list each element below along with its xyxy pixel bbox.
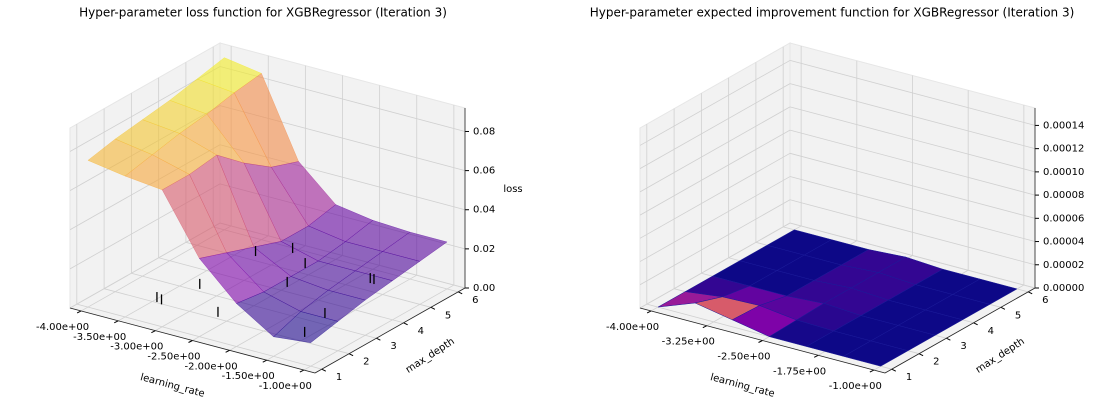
z-tick-label: 0.02 — [473, 244, 495, 255]
grid-line — [76, 303, 322, 370]
tick-mark — [299, 369, 305, 373]
x-tick-label: -2.00e+00 — [184, 361, 237, 372]
axis-line — [884, 287, 1036, 374]
tick-mark — [348, 353, 354, 357]
z-tick-label: 0.00002 — [1043, 260, 1084, 271]
tick-mark — [76, 310, 82, 314]
y-tick-label: 4 — [988, 326, 994, 337]
tick-mark — [457, 291, 463, 295]
tick-mark — [758, 340, 763, 343]
tick-mark — [114, 320, 119, 324]
y-tick-label: 1 — [336, 372, 342, 383]
y-tick-label: 2 — [933, 357, 939, 368]
surface-patch — [842, 340, 909, 367]
axis-line — [314, 287, 466, 374]
y-tick-label: 5 — [1015, 310, 1021, 321]
grid-line — [789, 152, 1036, 219]
grid-line — [639, 152, 791, 239]
tick-mark — [188, 340, 193, 343]
axis-line — [69, 307, 316, 374]
tick-mark — [321, 368, 327, 372]
grid-line — [639, 222, 791, 309]
z-tick-label: 0.00014 — [1043, 120, 1084, 131]
grid-line — [789, 60, 1036, 126]
x-tick-label: -1.00e+00 — [259, 381, 312, 392]
x-tick-label: -4.00e+00 — [36, 322, 89, 333]
y-tick-label: 6 — [1042, 295, 1048, 306]
grid-line — [103, 288, 350, 355]
grid-line — [639, 106, 791, 193]
tick-mark — [1027, 291, 1033, 295]
tick-mark — [946, 337, 951, 341]
z-tick-label: 0.00008 — [1043, 190, 1084, 201]
x-tick-label: -2.50e+00 — [717, 352, 770, 363]
chart-title: Hyper-parameter expected improvement fun… — [590, 6, 1075, 20]
y-tick-label: 5 — [445, 310, 451, 321]
x-tick-label: -1.75e+00 — [773, 366, 826, 377]
y-tick-label: 1 — [906, 372, 912, 383]
grid-line — [789, 129, 1036, 196]
tick-mark — [973, 322, 978, 326]
z-tick-label: 0.04 — [473, 205, 495, 216]
tick-mark — [891, 368, 897, 372]
grid-line — [789, 176, 1036, 242]
x-tick-label: -1.00e+00 — [829, 381, 882, 392]
z-tick-label: 0.00012 — [1043, 144, 1084, 155]
z-axis-label: loss — [503, 184, 522, 195]
z-tick-label: 0.00004 — [1043, 237, 1084, 248]
y-axis-label: max_depth — [974, 336, 1027, 376]
grid-line — [303, 284, 455, 371]
z-tick-label: 0.00006 — [1043, 213, 1084, 224]
x-tick-label: -3.00e+00 — [110, 342, 163, 353]
z-tick-label: 0.00 — [473, 283, 495, 294]
y-tick-label: 6 — [472, 295, 478, 306]
y-axis-label: max_depth — [404, 336, 457, 376]
x-axis-label: learning_rate — [139, 372, 206, 400]
grid-line — [639, 199, 791, 286]
tick-mark — [869, 369, 875, 373]
z-tick-label: 0.08 — [473, 126, 495, 137]
y-tick-label: 3 — [960, 341, 966, 352]
tick-mark — [918, 353, 924, 357]
surface-patch — [273, 311, 339, 343]
tick-mark — [262, 359, 267, 363]
x-tick-label: -3.25e+00 — [662, 337, 715, 348]
tick-mark — [151, 330, 156, 334]
tick-mark — [430, 306, 436, 310]
z-tick-label: 0.00000 — [1043, 283, 1084, 294]
tick-mark — [403, 322, 408, 326]
grid-line — [639, 60, 791, 146]
tick-mark — [702, 325, 708, 329]
tick-mark — [646, 310, 652, 314]
grid-line — [789, 106, 1036, 173]
grid-line — [639, 83, 791, 169]
grid-line — [789, 83, 1036, 150]
grid-line — [789, 222, 1036, 289]
y-tick-label: 4 — [418, 326, 424, 337]
z-tick-label: 0.00010 — [1043, 167, 1084, 178]
x-tick-label: -1.50e+00 — [222, 371, 275, 382]
x-tick-label: -4.00e+00 — [606, 322, 659, 333]
x-tick-label: -3.50e+00 — [73, 332, 126, 343]
y-tick-label: 2 — [363, 357, 369, 368]
grid-line — [639, 176, 791, 262]
chart-title: Hyper-parameter loss function for XGBReg… — [79, 6, 447, 20]
x-axis-label: learning_rate — [709, 372, 776, 400]
tick-mark — [376, 337, 381, 341]
tick-mark — [1000, 306, 1006, 310]
y-tick-label: 3 — [390, 341, 396, 352]
x-tick-label: -2.50e+00 — [147, 352, 200, 363]
grid-line — [639, 129, 791, 216]
tick-mark — [813, 354, 819, 358]
z-tick-label: 0.06 — [473, 166, 495, 177]
axis-line — [639, 307, 886, 374]
grid-line — [789, 199, 1036, 266]
tick-mark — [225, 349, 230, 353]
